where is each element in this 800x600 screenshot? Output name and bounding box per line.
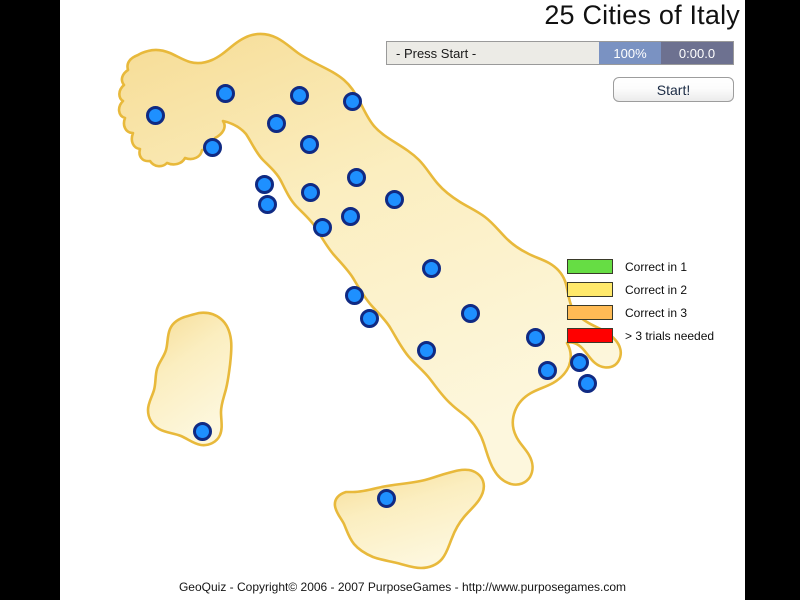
- status-bar: - Press Start - 100% 0:00.0: [386, 41, 734, 65]
- legend-row: Correct in 2: [567, 278, 714, 301]
- legend-label: Correct in 1: [625, 259, 688, 274]
- legend-row: > 3 trials needed: [567, 324, 714, 347]
- city-marker-18[interactable]: [360, 309, 379, 328]
- letterbox-bar-right: [745, 0, 800, 600]
- sicily-shape: [333, 468, 486, 570]
- legend-swatch: [567, 282, 613, 297]
- letterbox-bar-left: [0, 0, 60, 600]
- city-marker-5[interactable]: [267, 114, 286, 133]
- legend-swatch: [567, 305, 613, 320]
- legend: Correct in 1 Correct in 2 Correct in 3 > 3 …: [567, 255, 714, 347]
- city-marker-10[interactable]: [301, 183, 320, 202]
- game-canvas: 25 Cities of Italy - Press Start - 100% …: [60, 0, 745, 600]
- city-marker-14[interactable]: [313, 218, 332, 237]
- city-marker-1[interactable]: [146, 106, 165, 125]
- city-marker-22[interactable]: [538, 361, 557, 380]
- city-marker-2[interactable]: [216, 84, 235, 103]
- city-marker-19[interactable]: [526, 328, 545, 347]
- legend-label: Correct in 2: [625, 282, 688, 297]
- legend-swatch: [567, 259, 613, 274]
- start-button[interactable]: Start!: [613, 77, 734, 102]
- sardinia-shape: [146, 311, 233, 447]
- city-marker-8[interactable]: [255, 175, 274, 194]
- status-percent: 100%: [599, 42, 661, 64]
- city-marker-25[interactable]: [377, 489, 396, 508]
- city-marker-3[interactable]: [290, 86, 309, 105]
- city-marker-7[interactable]: [300, 135, 319, 154]
- city-marker-16[interactable]: [345, 286, 364, 305]
- page-title: 25 Cities of Italy: [544, 0, 740, 30]
- city-marker-24[interactable]: [193, 422, 212, 441]
- footer-credit: GeoQuiz - Copyright© 2006 - 2007 Purpose…: [178, 580, 627, 594]
- city-marker-17[interactable]: [461, 304, 480, 323]
- city-marker-11[interactable]: [258, 195, 277, 214]
- city-marker-12[interactable]: [385, 190, 404, 209]
- status-timer: 0:00.0: [661, 42, 733, 64]
- city-marker-21[interactable]: [570, 353, 589, 372]
- city-marker-13[interactable]: [341, 207, 360, 226]
- city-marker-15[interactable]: [422, 259, 441, 278]
- city-marker-20[interactable]: [417, 341, 436, 360]
- status-message: - Press Start -: [387, 42, 599, 64]
- legend-label: Correct in 3: [625, 305, 688, 320]
- city-marker-6[interactable]: [203, 138, 222, 157]
- legend-swatch: [567, 328, 613, 343]
- legend-row: Correct in 3: [567, 301, 714, 324]
- city-marker-4[interactable]: [343, 92, 362, 111]
- legend-row: Correct in 1: [567, 255, 714, 278]
- city-marker-23[interactable]: [578, 374, 597, 393]
- city-marker-9[interactable]: [347, 168, 366, 187]
- legend-label: > 3 trials needed: [625, 328, 715, 343]
- italy-map[interactable]: [60, 0, 745, 600]
